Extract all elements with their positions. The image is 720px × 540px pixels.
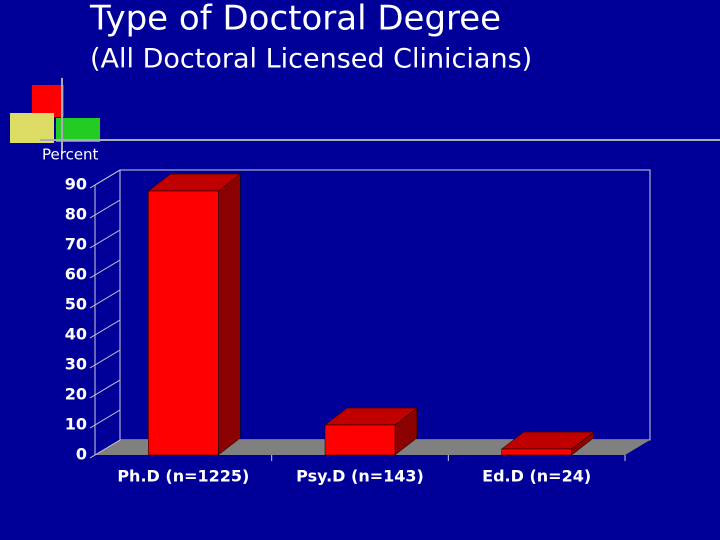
x-tick-label: Ed.D (n=24) bbox=[482, 467, 591, 486]
tick-mark bbox=[89, 379, 121, 399]
y-tick-label: 70 bbox=[65, 235, 87, 254]
y-tick-label: 30 bbox=[65, 355, 87, 374]
bar bbox=[324, 424, 396, 456]
tick-mark bbox=[89, 349, 121, 369]
deco-yellow bbox=[10, 113, 54, 143]
x-tick-label: Psy.D (n=143) bbox=[296, 467, 424, 486]
y-tick-label: 60 bbox=[65, 265, 87, 284]
chart-title: Type of Doctoral Degree bbox=[89, 0, 501, 39]
tick-mark bbox=[89, 289, 121, 309]
y-tick-label: 90 bbox=[65, 175, 87, 194]
y-tick-label: 80 bbox=[65, 205, 87, 224]
bar bbox=[148, 190, 219, 456]
tick-mark bbox=[89, 199, 121, 219]
bar bbox=[501, 448, 572, 456]
deco-red bbox=[32, 85, 64, 117]
tick-mark bbox=[89, 319, 121, 339]
tick-mark bbox=[89, 259, 121, 279]
tick-mark bbox=[89, 439, 121, 459]
deco-green bbox=[56, 118, 100, 142]
tick-mark bbox=[89, 229, 121, 249]
bar-side bbox=[218, 173, 241, 456]
chart-subtitle: (All Doctoral Licensed Clinicians) bbox=[90, 44, 532, 75]
y-tick-label: 0 bbox=[76, 445, 87, 464]
y-tick-label: 40 bbox=[65, 325, 87, 344]
y-tick-label: 20 bbox=[65, 385, 87, 404]
y-tick-label: 50 bbox=[65, 295, 87, 314]
tick-mark bbox=[89, 169, 121, 189]
y-axis-label: Percent bbox=[42, 146, 99, 164]
x-tick-label: Ph.D (n=1225) bbox=[117, 467, 249, 486]
tick-mark bbox=[89, 409, 121, 429]
y-tick-label: 10 bbox=[65, 415, 87, 434]
